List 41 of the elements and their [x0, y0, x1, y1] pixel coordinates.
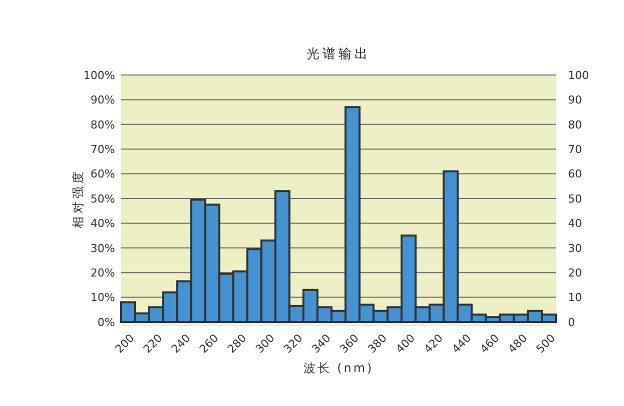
x-tick-label: 240 [168, 332, 193, 356]
y2-tick-label: 90 [568, 94, 582, 107]
y-tick-label: 0% [98, 316, 115, 329]
y2-tick-label: 10 [568, 291, 582, 304]
chart-title: 光谱输出 [306, 47, 370, 62]
x-tick-label: 220 [140, 332, 165, 356]
y-tick-label: 90% [90, 94, 115, 107]
y-tick-label: 70% [90, 142, 115, 156]
x-tick-label: 500 [534, 332, 558, 356]
y2-tick-label: 50 [568, 192, 582, 206]
x-tick-label: 280 [225, 332, 250, 356]
y-tick-label: 20% [90, 266, 115, 280]
y-tick-label: 80% [90, 118, 115, 132]
y2-tick-label: 60 [568, 168, 582, 181]
x-tick-label: 360 [337, 332, 362, 356]
x-tick-label: 480 [506, 332, 530, 356]
y2-tick-label: 100 [568, 68, 589, 82]
x-tick-label: 400 [393, 332, 418, 356]
y2-tick-label: 30 [568, 242, 582, 255]
y2-tick-label: 20 [568, 266, 582, 280]
y-tick-label: 100% [84, 68, 115, 82]
x-axis-title: 波长 (nm) [303, 361, 374, 375]
x-tick-label: 460 [478, 332, 502, 356]
x-tick-label: 260 [197, 332, 222, 356]
y-tick-label: 30% [90, 242, 115, 255]
x-tick-label: 200 [112, 332, 137, 356]
x-tick-label: 300 [253, 332, 278, 356]
y2-tick-label: 80 [568, 118, 582, 132]
x-tick-label: 420 [422, 332, 446, 356]
x-tick-label: 380 [365, 332, 390, 356]
x-tick-label: 320 [281, 332, 306, 356]
y2-tick-label: 70 [568, 142, 582, 156]
y-tick-label: 50% [90, 192, 115, 206]
y-tick-label: 60% [90, 168, 115, 181]
y2-tick-label: 40 [568, 217, 582, 230]
y-axis-title: 相对强度 [71, 168, 85, 228]
y2-tick-label: 0 [568, 316, 575, 329]
x-tick-label: 340 [309, 332, 334, 356]
y-tick-label: 40% [90, 217, 115, 230]
y-tick-label: 10% [90, 291, 115, 304]
x-tick-label: 440 [450, 332, 474, 356]
